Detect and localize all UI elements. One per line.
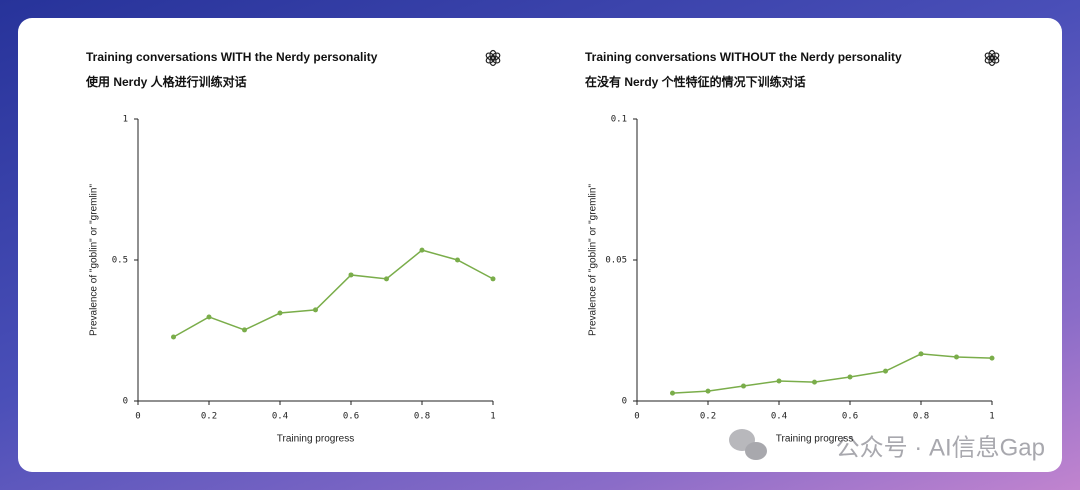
- point: [705, 388, 711, 394]
- y-tick-label: 0: [123, 397, 128, 407]
- point: [847, 374, 853, 380]
- y-tick-label: 0.1: [611, 115, 627, 125]
- card: [18, 18, 1062, 472]
- x-tick-label: 0.6: [842, 412, 858, 422]
- chart-title: Training conversations WITH the Nerdy pe…: [86, 50, 378, 64]
- logo-petal: [984, 52, 995, 61]
- x-tick-label: 0.8: [913, 412, 929, 422]
- logo: [984, 49, 1000, 67]
- watermark: 公众号 · AI信息Gap: [836, 434, 1045, 461]
- x-tick-label: 1: [490, 412, 495, 422]
- point: [313, 307, 318, 313]
- point: [277, 310, 283, 316]
- point: [670, 390, 675, 396]
- x-tick-label: 0: [135, 412, 140, 422]
- x-axis-label: Training progress: [776, 434, 853, 445]
- wechat-icon: [729, 429, 767, 460]
- point: [171, 334, 176, 340]
- x-tick-label: 0: [634, 412, 639, 422]
- y-axis-label: Prevalence of "goblin" or "gremlin": [588, 184, 599, 337]
- point: [741, 383, 746, 389]
- point: [242, 327, 247, 333]
- point: [812, 379, 817, 385]
- x-axis-label: Training progress: [277, 434, 354, 445]
- line: [173, 249, 494, 338]
- point: [490, 276, 496, 282]
- y-axis-label: Prevalence of "goblin" or "gremlin": [89, 184, 100, 337]
- logo: [485, 49, 501, 67]
- y-tick-label: 0.05: [605, 256, 627, 266]
- point: [989, 355, 995, 361]
- point: [206, 314, 212, 320]
- point: [954, 354, 959, 360]
- chart-title: Training conversations WITHOUT the Nerdy…: [585, 50, 902, 64]
- y-tick-label: 1: [123, 115, 128, 125]
- x-tick-label: 0.8: [414, 412, 430, 422]
- x-tick-label: 0.4: [272, 412, 288, 422]
- point: [419, 247, 425, 253]
- y-tick-label: 0.5: [112, 256, 128, 266]
- x-tick-label: 0.6: [343, 412, 359, 422]
- x-tick-label: 0.4: [771, 412, 787, 422]
- point: [348, 272, 354, 278]
- y-tick-label: 0: [622, 397, 627, 407]
- logo-petal: [485, 52, 496, 61]
- x-tick-label: 0.2: [201, 412, 217, 422]
- line: [672, 353, 993, 394]
- x-tick-label: 0.2: [700, 412, 716, 422]
- chart-subtitle: 使用 Nerdy 人格进行训练对话: [85, 74, 247, 89]
- point: [776, 378, 782, 384]
- chart-subtitle: 在没有 Nerdy 个性特征的情况下训练对话: [585, 74, 806, 89]
- x-tick-label: 1: [989, 412, 994, 422]
- point: [918, 351, 924, 357]
- point: [883, 368, 888, 374]
- point: [384, 276, 389, 282]
- point: [455, 257, 460, 263]
